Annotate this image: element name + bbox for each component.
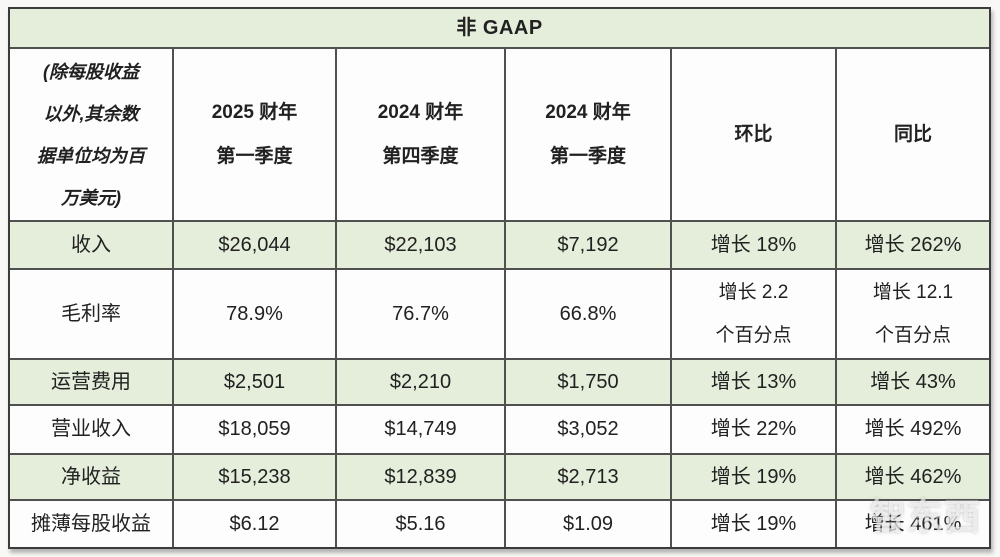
cell-value-line: 个百分点 bbox=[874, 325, 951, 346]
cell-net-income-fy24q4: $12,839 bbox=[337, 455, 506, 501]
cell-opex-fy25q1: $2,501 bbox=[174, 360, 337, 406]
cell-value: $15,238 bbox=[218, 465, 291, 488]
cell-value: $5.16 bbox=[395, 512, 446, 535]
cell-revenue-fy24q4: $22,103 bbox=[337, 222, 506, 270]
cell-op-income-fy24q1: $3,052 bbox=[506, 406, 672, 455]
cell-value: $26,044 bbox=[218, 233, 291, 256]
unit-note-line: 以外,其余数 bbox=[43, 103, 139, 124]
cell-value: $14,749 bbox=[384, 418, 457, 440]
cell-value-line: 增长 2.2 bbox=[718, 282, 789, 303]
row-label-text: 运营费用 bbox=[51, 370, 131, 393]
unit-note-cell: (除每股收益 以外,其余数 据单位均为百 万美元) bbox=[10, 49, 174, 222]
col-header-fy2025-q1: 2025 财年 第一季度 bbox=[174, 49, 337, 222]
col-header-line: 同比 bbox=[893, 123, 932, 145]
row-label-operating-income: 营业收入 bbox=[10, 406, 174, 455]
cell-gross-margin-fy24q1: 66.8% bbox=[506, 270, 672, 360]
cell-gross-margin-fy25q1: 78.9% bbox=[174, 270, 337, 360]
table-title: 非 GAAP bbox=[10, 9, 989, 49]
cell-eps-qoq: 增长 19% bbox=[672, 501, 837, 547]
cell-revenue-qoq: 增长 18% bbox=[672, 222, 837, 270]
col-header-qoq: 环比 bbox=[672, 49, 837, 222]
cell-eps-fy24q1: $1.09 bbox=[506, 501, 672, 547]
col-header-line: 第一季度 bbox=[216, 145, 293, 167]
row-label-text: 毛利率 bbox=[61, 302, 121, 325]
cell-value: 增长 19% bbox=[710, 465, 797, 488]
row-label-revenue: 收入 bbox=[10, 222, 174, 270]
cell-value: 增长 13% bbox=[710, 370, 797, 393]
row-label-text: 收入 bbox=[71, 233, 111, 256]
cell-value: 增长 462% bbox=[864, 465, 962, 488]
cell-value: 78.9% bbox=[226, 302, 283, 325]
cell-value: $2,713 bbox=[557, 465, 619, 488]
col-header-yoy: 同比 bbox=[837, 49, 989, 222]
row-label-text: 摊薄每股收益 bbox=[31, 512, 151, 535]
cell-value: 增长 22% bbox=[710, 418, 797, 440]
col-header-fy2024-q4: 2024 财年 第四季度 bbox=[337, 49, 506, 222]
col-header-line: 2024 财年 bbox=[377, 101, 464, 123]
cell-revenue-yoy: 增长 262% bbox=[837, 222, 989, 270]
cell-revenue-fy25q1: $26,044 bbox=[174, 222, 337, 270]
cell-value: 增长 492% bbox=[864, 418, 962, 440]
cell-eps-fy25q1: $6.12 bbox=[174, 501, 337, 547]
cell-value: $2,501 bbox=[223, 370, 286, 393]
cell-value: $6.12 bbox=[229, 512, 280, 535]
cell-op-income-fy24q4: $14,749 bbox=[337, 406, 506, 455]
cell-net-income-yoy: 增长 462% bbox=[837, 455, 989, 501]
cell-opex-qoq: 增长 13% bbox=[672, 360, 837, 406]
cell-value: 增长 19% bbox=[710, 512, 797, 535]
cell-gross-margin-yoy: 增长 12.1 个百分点 bbox=[837, 270, 989, 360]
row-label-net-income: 净收益 bbox=[10, 455, 174, 501]
cell-value: 增长 262% bbox=[864, 233, 962, 256]
col-header-line: 第一季度 bbox=[549, 145, 626, 167]
cell-value-line: 个百分点 bbox=[715, 325, 792, 346]
cell-value: 增长 43% bbox=[870, 370, 956, 393]
cell-net-income-fy24q1: $2,713 bbox=[506, 455, 672, 501]
cell-value: 增长 18% bbox=[710, 233, 797, 256]
col-header-line: 2024 财年 bbox=[545, 101, 631, 123]
cell-net-income-fy25q1: $15,238 bbox=[174, 455, 337, 501]
cell-value: $1,750 bbox=[557, 370, 619, 393]
cell-opex-fy24q4: $2,210 bbox=[337, 360, 506, 406]
unit-note-line: 据单位均为百 bbox=[37, 145, 145, 166]
row-label-text: 营业收入 bbox=[51, 418, 131, 440]
cell-value: $1.09 bbox=[562, 512, 614, 535]
non-gaap-table: 非 GAAP (除每股收益 以外,其余数 据单位均为百 万美元) 2025 财年… bbox=[8, 7, 991, 549]
cell-revenue-fy24q1: $7,192 bbox=[506, 222, 672, 270]
cell-eps-yoy: 增长 461% bbox=[837, 501, 989, 547]
unit-note-line: 万美元) bbox=[61, 187, 121, 208]
cell-opex-fy24q1: $1,750 bbox=[506, 360, 672, 406]
cell-eps-fy24q4: $5.16 bbox=[337, 501, 506, 547]
col-header-line: 环比 bbox=[734, 123, 773, 145]
row-label-gross-margin: 毛利率 bbox=[10, 270, 174, 360]
cell-gross-margin-fy24q4: 76.7% bbox=[337, 270, 506, 360]
row-label-text: 净收益 bbox=[61, 465, 121, 488]
cell-value: $12,839 bbox=[384, 465, 457, 488]
cell-op-income-fy25q1: $18,059 bbox=[174, 406, 337, 455]
col-header-fy2024-q1: 2024 财年 第一季度 bbox=[506, 49, 672, 222]
cell-value: $3,052 bbox=[557, 418, 619, 440]
cell-op-income-yoy: 增长 492% bbox=[837, 406, 989, 455]
cell-value: 76.7% bbox=[392, 302, 449, 325]
cell-value: 66.8% bbox=[559, 302, 617, 325]
cell-op-income-qoq: 增长 22% bbox=[672, 406, 837, 455]
cell-opex-yoy: 增长 43% bbox=[837, 360, 989, 406]
col-header-line: 2025 财年 bbox=[211, 101, 298, 123]
cell-value: $18,059 bbox=[218, 418, 291, 440]
cell-value: 增长 461% bbox=[864, 512, 962, 535]
row-label-operating-expenses: 运营费用 bbox=[10, 360, 174, 406]
col-header-line: 第四季度 bbox=[382, 145, 459, 167]
row-label-diluted-eps: 摊薄每股收益 bbox=[10, 501, 174, 547]
cell-value-line: 增长 12.1 bbox=[872, 282, 954, 303]
unit-note-line: (除每股收益 bbox=[43, 61, 139, 82]
cell-value: $22,103 bbox=[384, 233, 457, 256]
cell-value: $7,192 bbox=[557, 233, 619, 256]
cell-net-income-qoq: 增长 19% bbox=[672, 455, 837, 501]
cell-value: $2,210 bbox=[389, 370, 452, 393]
cell-gross-margin-qoq: 增长 2.2 个百分点 bbox=[672, 270, 837, 360]
